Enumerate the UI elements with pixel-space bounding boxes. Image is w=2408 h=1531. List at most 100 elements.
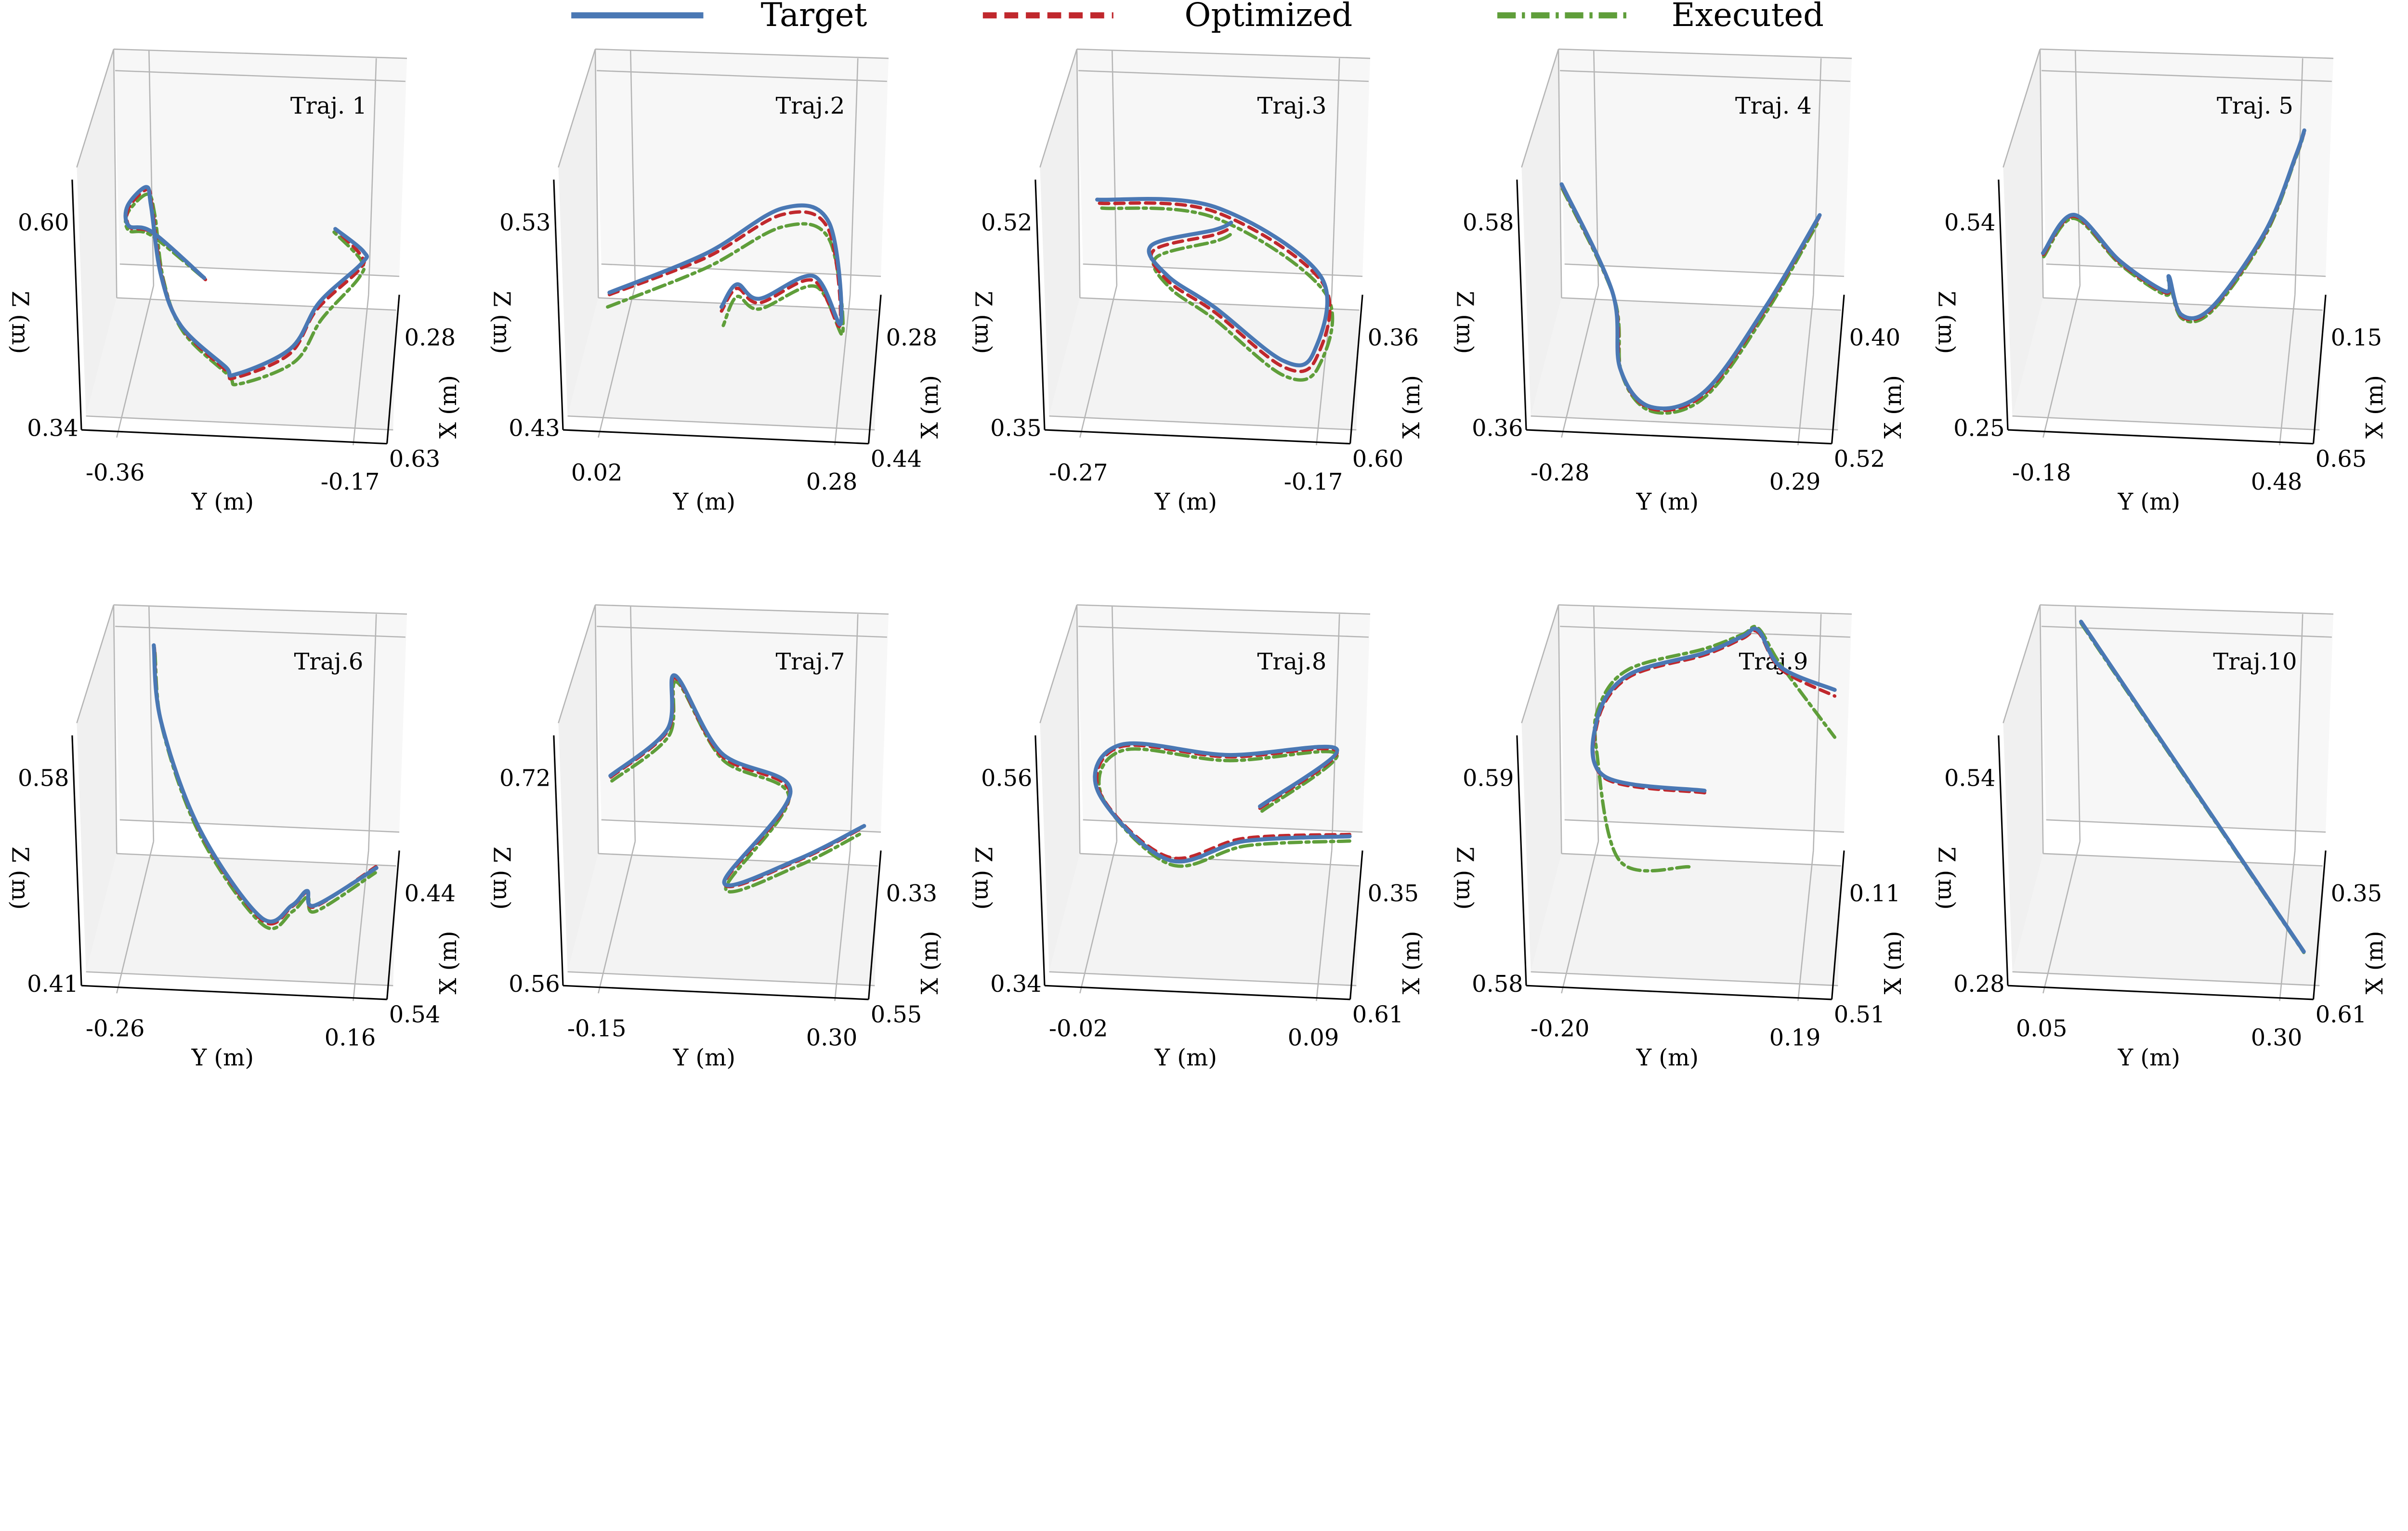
- x-tick-label: 0.55: [871, 1002, 922, 1028]
- gridline: [601, 819, 881, 833]
- z-axis: [71, 735, 82, 986]
- gridline: [2042, 70, 2332, 82]
- back-pane: [113, 49, 407, 276]
- y-tick-label: -0.36: [86, 460, 145, 486]
- y-axis-label: Y (m): [191, 489, 254, 516]
- y-axis: [1526, 985, 1832, 1000]
- z-axis-label: Z (m): [970, 846, 996, 909]
- back-pane: [2040, 49, 2334, 276]
- back-pane: [1076, 49, 1371, 276]
- z-axis: [553, 735, 564, 986]
- z-tick-label: 0.72: [499, 766, 551, 792]
- gridline: [1079, 285, 1118, 438]
- x-axis: [2312, 295, 2327, 444]
- x-axis-label: X (m): [435, 931, 462, 994]
- panel-5: 0.54 0.25 -0.18 0.48 0.15 0.65 Y (m) Z (m) X (m)…: [1933, 48, 2388, 516]
- z-axis-label: Z (m): [970, 291, 996, 354]
- gridline: [353, 295, 369, 445]
- back-pane: [1558, 605, 1852, 832]
- z-tick-label: 0.59: [1463, 766, 1514, 792]
- gridline: [1561, 285, 1599, 438]
- y-tick-label: 0.30: [806, 1025, 858, 1051]
- y-tick-label: 0.48: [2251, 469, 2303, 495]
- gridline: [1564, 819, 1845, 833]
- z-tick-label: 0.43: [509, 415, 560, 442]
- z-tick-label: 0.53: [499, 209, 551, 236]
- z-tick-label: 0.54: [1944, 209, 1995, 236]
- left-pane: [1040, 49, 1080, 416]
- z-tick-label: 0.35: [990, 415, 1042, 442]
- z-axis: [1034, 735, 1046, 986]
- gridline: [1531, 415, 1838, 431]
- y-axis: [2007, 985, 2314, 1000]
- y-axis-label: Y (m): [1636, 489, 1699, 516]
- x-axis: [1349, 295, 1363, 444]
- back-pane: [595, 605, 889, 832]
- y-tick-label: 0.02: [571, 460, 623, 486]
- z-axis: [1516, 735, 1527, 986]
- gridline: [1557, 605, 1562, 854]
- panel-7: 0.72 0.56 -0.15 0.30 0.33 0.55 Y (m) Z (m) X (m)…: [488, 604, 943, 1071]
- z-axis: [71, 180, 82, 430]
- gridline: [1561, 853, 1841, 867]
- z-tick-label: 0.60: [18, 209, 69, 236]
- panel-title: Traj.10: [2213, 649, 2297, 675]
- left-pane: [1521, 605, 1562, 972]
- gridline: [1076, 605, 1081, 854]
- gridline: [834, 295, 851, 445]
- z-axis-label: Z (m): [488, 846, 515, 909]
- x-axis-label: X (m): [2362, 375, 2388, 439]
- z-axis: [1034, 180, 1046, 430]
- executed-trajectory-line: [1100, 206, 1335, 382]
- gridline: [1076, 604, 1371, 615]
- gridline: [594, 49, 599, 298]
- y-tick-label: -0.20: [1531, 1015, 1590, 1042]
- x-axis: [386, 295, 400, 444]
- gridline: [113, 605, 118, 854]
- gridline: [2043, 853, 2323, 867]
- left-pane: [558, 49, 599, 416]
- gridline: [601, 263, 881, 277]
- legend: Target Optimized Executed: [571, 0, 1824, 34]
- y-tick-label: 0.09: [1288, 1025, 1339, 1051]
- gridline: [1049, 415, 1357, 431]
- gridline: [597, 70, 887, 82]
- y-tick-label: -0.17: [1284, 469, 1343, 495]
- gridline: [2039, 605, 2044, 854]
- y-axis-label: Y (m): [2118, 1045, 2180, 1071]
- z-axis-label: Z (m): [1452, 291, 1478, 354]
- floor-pane: [1049, 298, 1360, 430]
- y-axis-label: Y (m): [673, 489, 735, 516]
- z-tick-label: 0.58: [1472, 971, 1523, 998]
- panel-10: 0.54 0.28 0.05 0.30 0.35 0.61 Y (m) Z (m) X (m) T…: [1933, 604, 2388, 1071]
- target-trajectory-line: [152, 643, 379, 924]
- gridline: [2002, 604, 2041, 724]
- x-axis: [867, 850, 882, 1000]
- x-tick-label: 0.35: [1368, 881, 1419, 907]
- gridline: [1558, 48, 1852, 59]
- gridline: [116, 841, 155, 994]
- gridline: [76, 49, 115, 168]
- legend-optimized-label: Optimized: [1185, 0, 1353, 34]
- floor-pane: [2012, 298, 2323, 430]
- x-axis-label: X (m): [1399, 375, 1425, 439]
- gridline: [1039, 604, 1078, 724]
- floor-pane: [1531, 298, 1841, 430]
- target-trajectory-line: [1095, 197, 1330, 368]
- z-tick-label: 0.58: [1463, 209, 1514, 236]
- z-axis: [1516, 180, 1527, 430]
- gridline: [1521, 49, 1559, 168]
- target-trajectory-line: [607, 203, 844, 327]
- left-pane: [1040, 605, 1080, 972]
- gridline: [1083, 819, 1363, 833]
- executed-trajectory-line: [610, 680, 865, 894]
- floor-pane: [86, 298, 396, 430]
- gridline: [1558, 604, 1852, 615]
- z-axis: [1998, 180, 2009, 430]
- gridline: [2294, 58, 2303, 295]
- y-axis: [1044, 985, 1350, 1000]
- gridline: [2043, 297, 2323, 311]
- x-tick-label: 0.28: [886, 324, 938, 351]
- optimized-trajectory-line: [1095, 743, 1351, 860]
- z-tick-label: 0.34: [990, 971, 1042, 998]
